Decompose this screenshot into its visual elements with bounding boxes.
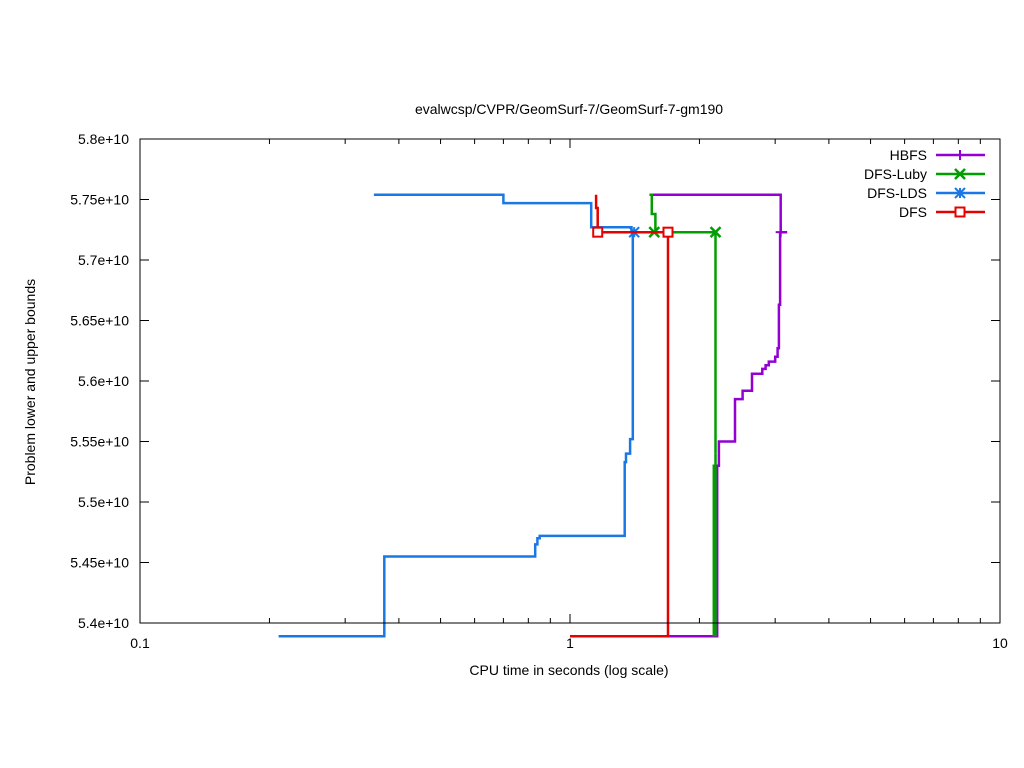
data-point: [662, 226, 674, 238]
legend-entry: DFS-LDS: [867, 185, 985, 201]
data-point: [954, 187, 966, 199]
series-dfs-lds: [278, 193, 640, 638]
plot-area: [278, 193, 788, 638]
series-dfs: [570, 194, 674, 638]
y-tick-label: 5.4e+10: [78, 615, 129, 631]
y-tick-label: 5.8e+10: [78, 131, 129, 147]
legend-entry: DFS-Luby: [864, 166, 985, 182]
y-tick-label: 5.5e+10: [78, 494, 129, 510]
series-line: [278, 232, 635, 638]
series-hbfs: [650, 193, 788, 638]
y-tick-label: 5.55e+10: [70, 434, 129, 450]
legend-entry: HBFS: [890, 147, 985, 163]
series-line: [669, 232, 782, 638]
legend: HBFS DFS-Luby DFS-LDS DFS: [864, 147, 985, 220]
series-line: [712, 464, 716, 637]
y-tick-label: 5.45e+10: [70, 555, 129, 571]
data-point: [592, 226, 604, 238]
data-point: [954, 206, 966, 218]
x-tick-label: 10: [992, 635, 1008, 651]
x-axis-label: CPU time in seconds (log scale): [469, 662, 668, 678]
legend-label: DFS-LDS: [867, 185, 927, 201]
legend-label: HBFS: [890, 147, 927, 163]
y-tick-label: 5.65e+10: [70, 313, 129, 329]
x-tick-label: 0.1: [130, 635, 150, 651]
series-line: [649, 193, 717, 454]
x-tick-label: 1: [566, 635, 574, 651]
y-tick-label: 5.75e+10: [70, 192, 129, 208]
series-line: [570, 194, 670, 638]
axis-ticks: 5.4e+10 5.45e+10 5.5e+10 5.55e+10 5.6e+10 5.6…: [70, 131, 1008, 651]
legend-label: DFS: [899, 204, 927, 220]
y-tick-label: 5.7e+10: [78, 252, 129, 268]
series-line: [650, 193, 788, 234]
data-point: [775, 227, 786, 238]
plot-frame: [139, 138, 1001, 624]
series-dfs-luby: [648, 193, 722, 637]
legend-label: DFS-Luby: [864, 166, 927, 182]
legend-entry: DFS: [899, 204, 985, 220]
data-point: [955, 150, 965, 160]
data-point: [954, 168, 966, 180]
y-axis-label: Problem lower and upper bounds: [22, 279, 38, 485]
chart-title: evalwcsp/CVPR/GeomSurf-7/GeomSurf-7-gm19…: [415, 101, 723, 117]
y-tick-label: 5.6e+10: [78, 373, 129, 389]
data-point: [709, 226, 722, 239]
